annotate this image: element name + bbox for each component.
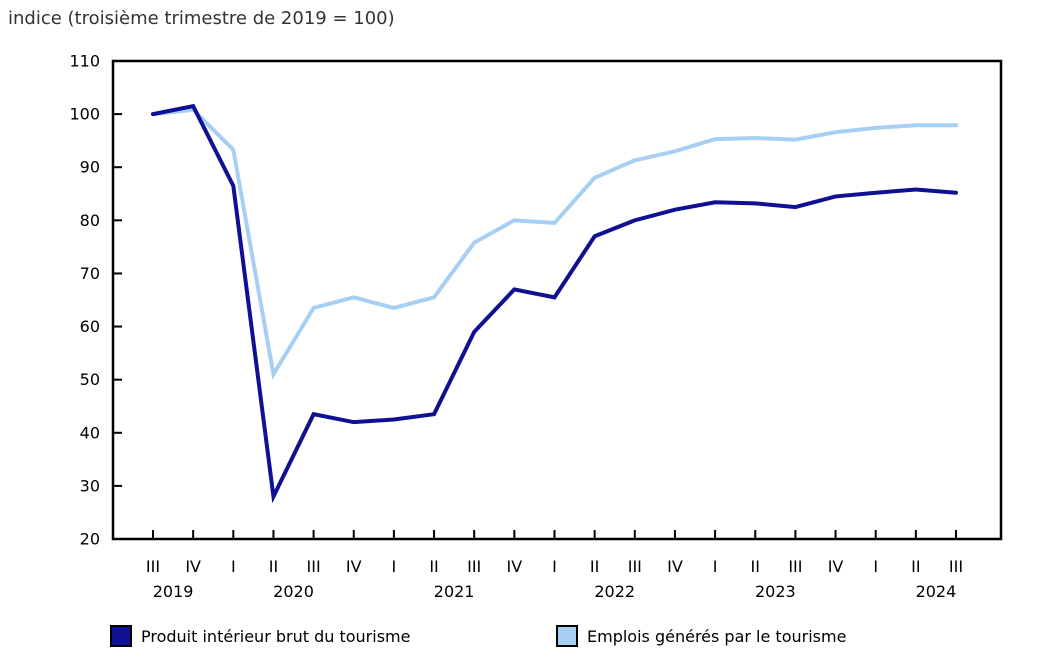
x-axis-quarter-label: III — [788, 557, 802, 576]
y-axis-tick-label: 100 — [69, 105, 100, 124]
series-line-pib — [151, 103, 958, 504]
legend-item-pib: Produit intérieur brut du tourisme — [110, 625, 410, 647]
legend-item-emplois: Emplois générés par le tourisme — [556, 625, 846, 647]
x-axis-quarter-label: II — [269, 557, 278, 576]
y-axis-tick-label: 90 — [80, 158, 100, 177]
x-axis-quarter-label: I — [873, 557, 878, 576]
y-axis-tick-label: 70 — [80, 264, 100, 283]
x-axis-year-label: 2022 — [594, 582, 635, 601]
legend-swatch-emplois — [556, 625, 578, 647]
x-axis-quarter-label: I — [392, 557, 397, 576]
y-axis-tick-label: 30 — [80, 476, 100, 495]
x-axis-quarter-label: IV — [185, 557, 201, 576]
x-axis-quarter-label: III — [467, 557, 481, 576]
x-axis-quarter-label: I — [231, 557, 236, 576]
y-axis-tick-label: 50 — [80, 370, 100, 389]
x-axis-quarter-label: IV — [346, 557, 362, 576]
y-axis-tick-label: 80 — [80, 211, 100, 230]
y-axis-tick-label: 40 — [80, 423, 100, 442]
x-axis-quarter-label: IV — [667, 557, 683, 576]
legend-label-pib: Produit intérieur brut du tourisme — [141, 626, 411, 646]
y-axis-tick-label: 60 — [80, 317, 100, 336]
y-axis-tick-label: 20 — [80, 530, 100, 549]
x-axis-quarter-label: III — [307, 557, 321, 576]
legend-swatch-pib — [110, 625, 132, 647]
x-axis-quarter-label: III — [628, 557, 642, 576]
x-axis-quarter-label: I — [713, 557, 718, 576]
x-axis-quarter-label: IV — [828, 557, 844, 576]
x-axis-quarter-label: II — [911, 557, 920, 576]
x-axis-year-label: 2020 — [273, 582, 314, 601]
plot-frame — [111, 59, 1003, 541]
x-axis-quarter-label: II — [751, 557, 760, 576]
legend-label-emplois: Emplois générés par le tourisme — [587, 626, 847, 646]
y-axis-tick-label: 110 — [69, 52, 100, 71]
x-axis-quarter-label: I — [552, 557, 557, 576]
series-line-emplois — [151, 107, 958, 380]
x-axis-year-label: 2019 — [153, 582, 194, 601]
x-axis-quarter-label: III — [949, 557, 963, 576]
x-axis-year-label: 2021 — [434, 582, 475, 601]
x-axis-year-label: 2024 — [916, 582, 957, 601]
x-axis-quarter-label: III — [146, 557, 160, 576]
x-axis-quarter-label: IV — [507, 557, 523, 576]
x-axis-quarter-label: II — [590, 557, 599, 576]
chart-legend: Produit intérieur brut du tourisme Emplo… — [0, 625, 1048, 655]
x-axis-year-label: 2023 — [755, 582, 796, 601]
x-axis-quarter-label: II — [429, 557, 438, 576]
chart-title: indice (troisième trimestre de 2019 = 10… — [8, 8, 395, 29]
